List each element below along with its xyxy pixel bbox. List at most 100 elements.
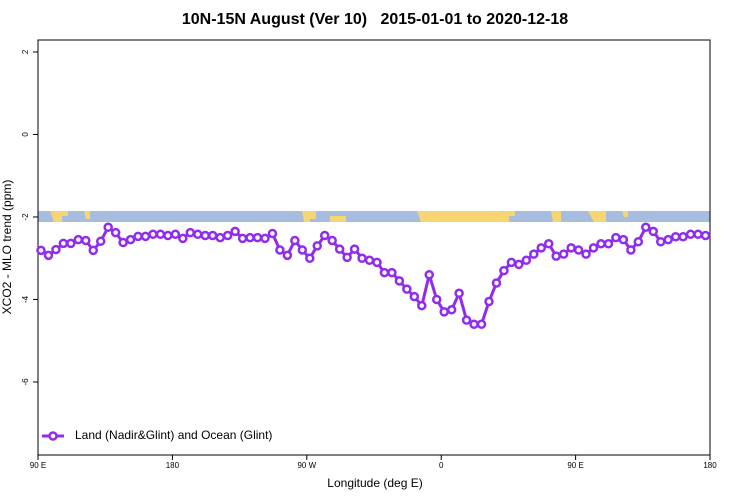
data-point: [178, 233, 188, 244]
data-point: [476, 319, 487, 329]
data-point: [349, 244, 360, 254]
data-point: [140, 231, 151, 242]
data-point: [282, 250, 293, 261]
data-point: [499, 265, 509, 276]
data-point: [596, 239, 606, 249]
data-point: [88, 245, 99, 256]
data-point: [297, 245, 308, 255]
data-point: [327, 235, 337, 246]
data-point: [222, 230, 233, 241]
data-point: [125, 234, 136, 245]
data-point: [133, 231, 143, 242]
data-point: [417, 300, 427, 311]
data-point: [558, 249, 569, 259]
data-point: [73, 234, 84, 245]
data-point: [51, 244, 61, 255]
data-point: [118, 237, 128, 248]
data-point: [357, 253, 367, 263]
data-point: [252, 232, 263, 243]
data-point: [454, 288, 464, 299]
data-point: [387, 267, 397, 278]
data-point: [431, 294, 442, 305]
data-point: [334, 244, 345, 254]
data-point: [641, 222, 651, 233]
x-tick-label: 180: [166, 461, 180, 470]
x-tick-label: 90 E: [567, 461, 583, 470]
chart-title: 10N-15N August (Ver 10) 2015-01-01 to 20…: [182, 11, 568, 28]
data-point: [110, 227, 121, 238]
data-point: [603, 239, 614, 249]
data-point: [424, 269, 435, 280]
data-point: [103, 222, 113, 233]
data-point: [529, 249, 539, 259]
data-point: [626, 245, 636, 255]
data-point: [685, 229, 696, 240]
data-point: [573, 245, 584, 255]
data-point: [185, 227, 196, 238]
data-point: [670, 232, 681, 242]
data-point: [521, 255, 532, 266]
data-point: [611, 232, 621, 243]
data-point: [372, 257, 382, 268]
data-point: [693, 229, 703, 240]
x-tick-label: 90 W: [297, 461, 316, 470]
data-point: [491, 278, 502, 288]
x-tick-label: 90 E: [30, 461, 46, 470]
data-point: [379, 267, 390, 278]
data-point: [207, 230, 218, 241]
data-point: [402, 284, 412, 294]
data-point: [260, 233, 270, 244]
data-point: [170, 229, 181, 240]
data-point: [305, 253, 315, 263]
data-point: [342, 252, 352, 263]
data-point: [543, 239, 554, 249]
data-point: [439, 307, 449, 317]
x-tick-label: 180: [703, 461, 717, 470]
y-tick-label: 0: [21, 132, 30, 137]
data-point: [36, 245, 46, 256]
data-point: [290, 235, 300, 246]
data-point: [484, 296, 494, 307]
data-point: [81, 235, 91, 246]
x-axis-label: Longitude (deg E): [327, 476, 422, 490]
data-point: [655, 236, 666, 247]
data-point: [364, 255, 375, 266]
data-point: [215, 232, 225, 243]
data-point: [319, 230, 330, 241]
data-point: [409, 291, 420, 302]
data-point: [275, 245, 285, 255]
data-point: [66, 238, 76, 249]
data-point: [245, 232, 255, 243]
y-tick-label: -2: [21, 213, 30, 221]
data-point: [461, 315, 472, 325]
data-point: [267, 228, 278, 239]
data-point: [566, 243, 576, 253]
data-point: [633, 236, 644, 247]
data-point: [43, 250, 54, 261]
data-point: [193, 229, 203, 240]
x-tick-label: 0: [439, 461, 444, 470]
data-point: [155, 229, 166, 240]
data-point: [237, 233, 248, 244]
data-point: [663, 234, 673, 245]
data-point: [618, 234, 629, 245]
data-point: [230, 226, 240, 237]
data-point: [678, 232, 688, 242]
data-point: [58, 238, 69, 249]
data-point: [551, 251, 561, 261]
data-point: [648, 226, 659, 237]
legend-label: Land (Nadir&Glint) and Ocean (Glint): [75, 428, 272, 442]
data-point: [581, 249, 591, 259]
data-point: [95, 236, 106, 247]
data-point: [163, 230, 173, 241]
y-tick-label: -4: [21, 295, 30, 303]
data-point: [536, 243, 547, 253]
legend-marker: [48, 431, 58, 441]
data-point: [148, 229, 158, 240]
data-point: [588, 243, 599, 253]
land-mask-band: [38, 211, 710, 222]
data-point: [446, 305, 457, 315]
data-point: [312, 241, 323, 251]
data-point: [514, 259, 524, 270]
